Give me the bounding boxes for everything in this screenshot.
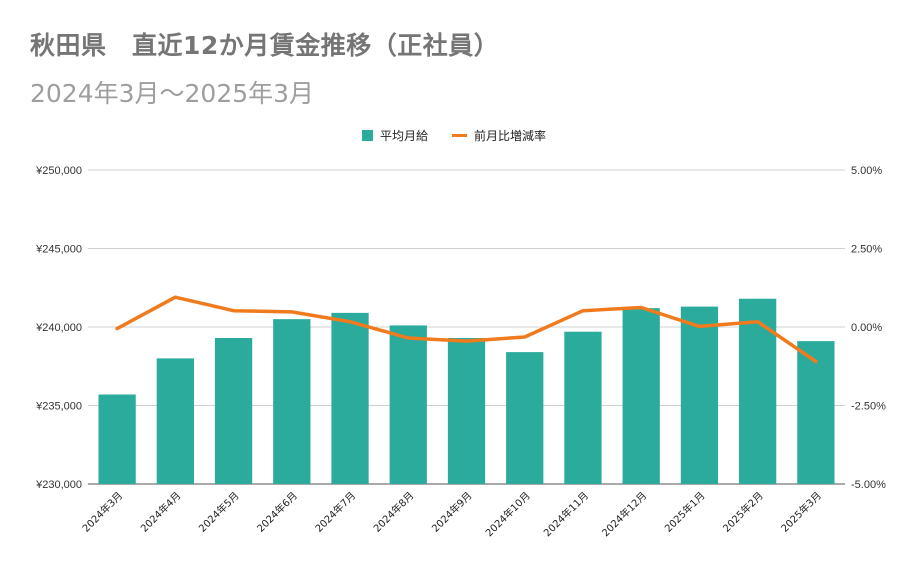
y-left-tick-label: ¥245,000 — [35, 244, 82, 256]
bar — [156, 358, 194, 484]
x-tick-label: 2024年12月 — [599, 489, 649, 539]
x-tick-label: 2024年9月 — [429, 489, 475, 535]
x-tick-label: 2024年7月 — [312, 489, 358, 535]
bar — [797, 341, 835, 484]
legend-swatch-bar — [362, 130, 373, 141]
bar — [447, 337, 486, 484]
x-tick-label: 2024年8月 — [371, 489, 417, 535]
x-tick-label: 2024年3月 — [79, 489, 125, 535]
bar — [273, 319, 311, 484]
line-series — [115, 295, 818, 364]
y-left-tick-label: ¥235,000 — [35, 401, 82, 413]
chart-title: 秋田県 直近12か月賃金推移（正社員） — [30, 31, 500, 60]
y-right-tick-label: -2.50% — [851, 401, 886, 413]
bar — [98, 394, 136, 484]
legend: 平均月給 前月比増減率 — [362, 128, 546, 143]
y-left-tick-label: ¥240,000 — [35, 322, 82, 334]
bar — [680, 306, 719, 484]
x-tick-label: 2024年4月 — [138, 489, 184, 535]
bar — [564, 331, 602, 484]
x-tick-label: 2025年3月 — [778, 489, 824, 535]
x-tick-label: 2024年5月 — [196, 489, 242, 535]
legend-label-bar: 平均月給 — [380, 129, 428, 143]
y-left-tick-label: ¥250,000 — [35, 165, 82, 177]
chart-subtitle: 2024年3月～2025年3月 — [30, 79, 315, 108]
bar — [739, 298, 777, 484]
bar — [506, 352, 544, 484]
legend-label-line: 前月比増減率 — [474, 128, 546, 143]
bar — [389, 325, 427, 484]
y-right-tick-label: 5.00% — [851, 165, 882, 177]
x-tick-label: 2024年11月 — [541, 489, 591, 539]
x-tick-label: 2025年2月 — [720, 489, 766, 535]
bar — [622, 308, 660, 484]
x-tick-label: 2024年10月 — [483, 489, 533, 539]
y-right-tick-label: -5.00% — [851, 479, 886, 491]
bar — [214, 337, 253, 484]
x-tick-label: 2024年6月 — [254, 489, 300, 535]
y-right-tick-label: 2.50% — [851, 244, 882, 256]
x-tick-label: 2025年1月 — [662, 489, 708, 535]
y-left-tick-label: ¥230,000 — [35, 479, 82, 491]
y-right-tick-label: 0.00% — [851, 322, 882, 334]
bar — [331, 312, 369, 484]
